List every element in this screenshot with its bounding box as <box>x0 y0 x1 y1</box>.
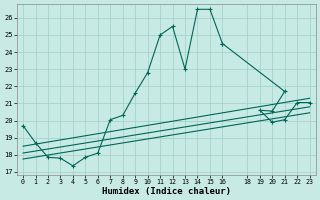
X-axis label: Humidex (Indice chaleur): Humidex (Indice chaleur) <box>102 187 231 196</box>
